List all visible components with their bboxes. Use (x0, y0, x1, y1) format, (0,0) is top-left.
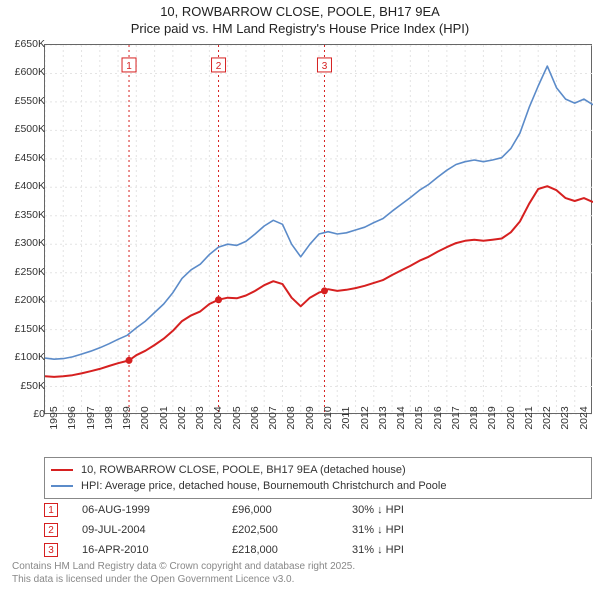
y-tick-label: £250K (4, 266, 48, 278)
x-tick-label: 1995 (48, 406, 60, 429)
title-subtitle: Price paid vs. HM Land Registry's House … (0, 21, 600, 36)
legend-label: HPI: Average price, detached house, Bour… (81, 480, 446, 492)
x-tick-label: 2010 (322, 406, 334, 429)
y-tick-label: £500K (4, 123, 48, 135)
svg-text:2: 2 (216, 61, 222, 72)
x-tick-label: 2009 (304, 406, 316, 429)
x-tick-label: 2011 (340, 407, 352, 430)
footer-line-2: This data is licensed under the Open Gov… (12, 574, 355, 587)
legend-swatch (51, 469, 73, 472)
y-tick-label: £600K (4, 66, 48, 78)
x-tick-label: 2002 (176, 406, 188, 429)
sale-row: 3 16-APR-2010£218,00031% ↓ HPI (44, 540, 592, 560)
x-tick-label: 2012 (359, 406, 371, 429)
sale-marker-icon: 1 (44, 503, 58, 517)
sale-marker-icon: 3 (44, 543, 58, 557)
x-tick-label: 2024 (578, 406, 590, 429)
sale-price: £202,500 (232, 524, 352, 536)
legend-item: 10, ROWBARROW CLOSE, POOLE, BH17 9EA (de… (51, 462, 585, 478)
x-tick-label: 1999 (121, 406, 133, 429)
svg-text:3: 3 (322, 61, 328, 72)
sale-hpi-delta: 31% ↓ HPI (352, 524, 404, 536)
y-tick-label: £300K (4, 237, 48, 249)
x-tick-label: 2023 (559, 406, 571, 429)
legend-label: 10, ROWBARROW CLOSE, POOLE, BH17 9EA (de… (81, 464, 406, 476)
y-tick-label: £100K (4, 351, 48, 363)
x-tick-label: 1997 (85, 406, 97, 429)
y-tick-label: £450K (4, 152, 48, 164)
x-tick-label: 1998 (103, 406, 115, 429)
sale-price: £218,000 (232, 544, 352, 556)
sale-hpi-delta: 30% ↓ HPI (352, 504, 404, 516)
x-tick-label: 2003 (194, 406, 206, 429)
sale-marker-icon: 2 (44, 523, 58, 537)
y-tick-label: £650K (4, 38, 48, 50)
x-tick-label: 2008 (285, 406, 297, 429)
sale-row: 1 06-AUG-1999£96,00030% ↓ HPI (44, 500, 592, 520)
y-tick-label: £550K (4, 95, 48, 107)
x-tick-label: 2000 (139, 406, 151, 429)
y-tick-label: £150K (4, 323, 48, 335)
title-address: 10, ROWBARROW CLOSE, POOLE, BH17 9EA (0, 4, 600, 19)
x-tick-label: 2018 (468, 406, 480, 429)
x-tick-label: 2006 (249, 406, 261, 429)
x-tick-label: 2014 (395, 406, 407, 429)
y-tick-label: £400K (4, 180, 48, 192)
chart-titles: 10, ROWBARROW CLOSE, POOLE, BH17 9EA Pri… (0, 0, 600, 36)
y-tick-label: £350K (4, 209, 48, 221)
attribution-footer: Contains HM Land Registry data © Crown c… (12, 561, 355, 586)
x-tick-label: 2022 (541, 406, 553, 429)
sale-date: 16-APR-2010 (82, 544, 232, 556)
legend-swatch (51, 485, 73, 488)
x-tick-label: 2013 (377, 406, 389, 429)
x-tick-label: 2016 (432, 406, 444, 429)
y-tick-label: £200K (4, 294, 48, 306)
legend-item: HPI: Average price, detached house, Bour… (51, 478, 585, 494)
chart-svg: 1 2 3 (45, 45, 593, 415)
x-tick-label: 2004 (212, 406, 224, 429)
x-tick-label: 2005 (231, 406, 243, 429)
footer-line-1: Contains HM Land Registry data © Crown c… (12, 561, 355, 574)
svg-text:1: 1 (126, 61, 132, 72)
x-tick-label: 2019 (486, 406, 498, 429)
y-tick-label: £50K (4, 380, 48, 392)
y-tick-label: £0 (4, 408, 48, 420)
sale-date: 09-JUL-2004 (82, 524, 232, 536)
sale-hpi-delta: 31% ↓ HPI (352, 544, 404, 556)
plot-area: 1 2 3 (44, 44, 592, 414)
x-tick-label: 2017 (450, 406, 462, 429)
x-tick-label: 2020 (505, 406, 517, 429)
x-tick-label: 2001 (158, 406, 170, 429)
sales-table: 1 06-AUG-1999£96,00030% ↓ HPI 2 09-JUL-2004… (44, 500, 592, 560)
legend: 10, ROWBARROW CLOSE, POOLE, BH17 9EA (de… (44, 457, 592, 499)
sale-date: 06-AUG-1999 (82, 504, 232, 516)
x-tick-label: 2015 (413, 406, 425, 429)
chart-container: 10, ROWBARROW CLOSE, POOLE, BH17 9EA Pri… (0, 0, 600, 590)
sale-price: £96,000 (232, 504, 352, 516)
x-tick-label: 1996 (66, 406, 78, 429)
sale-row: 2 09-JUL-2004£202,50031% ↓ HPI (44, 520, 592, 540)
x-tick-label: 2007 (267, 406, 279, 429)
x-tick-label: 2021 (523, 406, 535, 429)
